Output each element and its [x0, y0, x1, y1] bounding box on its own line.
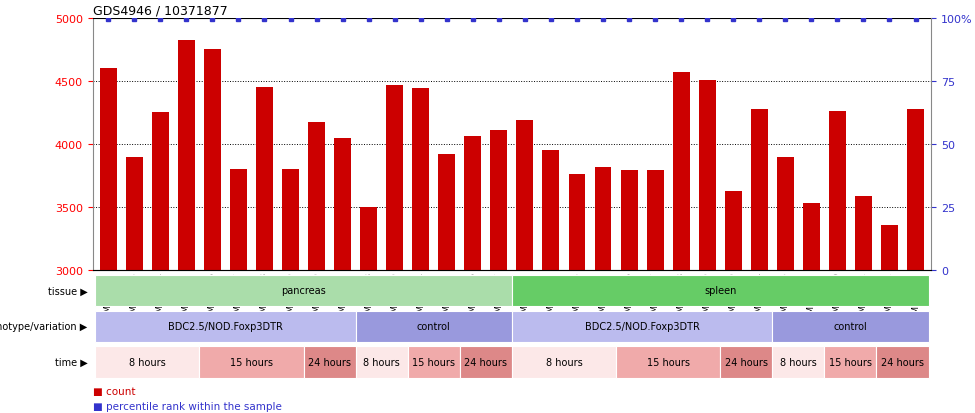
Text: control: control	[417, 322, 450, 332]
Bar	[621, 171, 638, 413]
Bar	[777, 157, 794, 413]
Text: ■ count: ■ count	[93, 387, 136, 396]
Bar	[673, 73, 689, 413]
Bar	[96, 311, 356, 342]
Text: 8 hours: 8 hours	[546, 357, 582, 367]
Bar	[464, 137, 482, 413]
Bar	[724, 191, 742, 413]
Text: 24 hours: 24 hours	[464, 357, 507, 367]
Bar	[517, 121, 533, 413]
Bar	[126, 157, 142, 413]
Bar	[877, 347, 928, 378]
Text: 15 hours: 15 hours	[230, 357, 273, 367]
Bar	[386, 85, 403, 413]
Bar	[152, 113, 169, 413]
Bar	[646, 171, 664, 413]
Bar	[751, 109, 767, 413]
Text: BDC2.5/NOD.Foxp3DTR: BDC2.5/NOD.Foxp3DTR	[168, 322, 283, 332]
Bar	[439, 154, 455, 413]
Text: tissue ▶: tissue ▶	[48, 286, 88, 296]
Text: control: control	[834, 322, 868, 332]
Bar	[595, 167, 611, 413]
Bar	[356, 347, 408, 378]
Bar	[256, 88, 273, 413]
Bar	[829, 112, 846, 413]
Bar	[616, 347, 721, 378]
Text: pancreas: pancreas	[281, 286, 326, 296]
Bar	[512, 275, 928, 306]
Text: 15 hours: 15 hours	[646, 357, 689, 367]
Bar	[512, 311, 772, 342]
Text: BDC2.5/NOD.Foxp3DTR: BDC2.5/NOD.Foxp3DTR	[585, 322, 699, 332]
Bar	[907, 109, 924, 413]
Text: 24 hours: 24 hours	[724, 357, 767, 367]
Bar	[881, 225, 898, 413]
Bar	[802, 204, 820, 413]
Bar	[460, 347, 512, 378]
Bar	[334, 138, 351, 413]
Text: 8 hours: 8 hours	[780, 357, 817, 367]
Text: time ▶: time ▶	[55, 357, 88, 367]
Bar	[230, 170, 247, 413]
Bar	[772, 311, 928, 342]
Text: ■ percentile rank within the sample: ■ percentile rank within the sample	[93, 401, 282, 411]
Bar	[721, 347, 772, 378]
Bar	[177, 41, 195, 413]
Bar	[360, 208, 377, 413]
Text: 8 hours: 8 hours	[364, 357, 400, 367]
Text: 15 hours: 15 hours	[829, 357, 872, 367]
Bar	[356, 311, 512, 342]
Bar	[412, 89, 429, 413]
Bar	[855, 196, 872, 413]
Text: 15 hours: 15 hours	[412, 357, 455, 367]
Bar	[568, 175, 585, 413]
Bar	[99, 69, 117, 413]
Bar	[699, 80, 716, 413]
Bar	[490, 131, 507, 413]
Bar	[512, 347, 616, 378]
Text: spleen: spleen	[704, 286, 736, 296]
Bar	[96, 275, 512, 306]
Bar	[408, 347, 460, 378]
Bar	[204, 50, 221, 413]
Bar	[308, 123, 325, 413]
Text: genotype/variation ▶: genotype/variation ▶	[0, 322, 88, 332]
Text: 24 hours: 24 hours	[881, 357, 924, 367]
Bar	[542, 151, 560, 413]
Bar	[96, 347, 200, 378]
Bar	[303, 347, 356, 378]
Bar	[772, 347, 824, 378]
Bar	[824, 347, 877, 378]
Bar	[282, 170, 299, 413]
Text: 8 hours: 8 hours	[129, 357, 166, 367]
Text: GDS4946 / 10371877: GDS4946 / 10371877	[93, 5, 227, 17]
Text: 24 hours: 24 hours	[308, 357, 351, 367]
Bar	[200, 347, 303, 378]
